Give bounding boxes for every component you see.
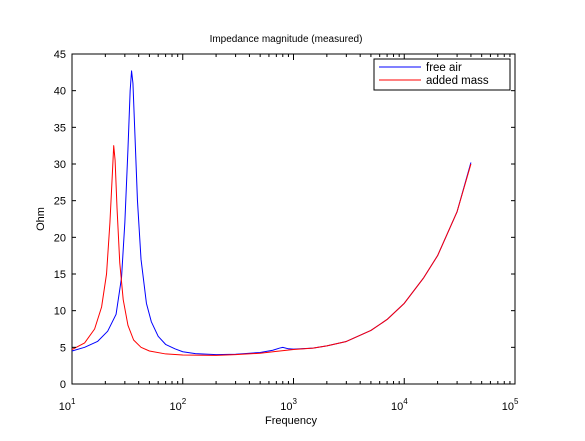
x-tick-label-base: 10 xyxy=(59,401,71,413)
y-tick-label: 0 xyxy=(60,379,66,391)
x-tick-label: 10 4 xyxy=(391,397,408,413)
x-tick-label-exponent: 3 xyxy=(293,397,298,406)
series-layer xyxy=(71,70,472,356)
x-tick-label-exponent: 4 xyxy=(403,397,408,406)
legend-label: free air xyxy=(426,62,462,74)
legend-box xyxy=(373,58,511,91)
y-axis-label: Ohm xyxy=(35,207,47,231)
x-tick-label: 10 3 xyxy=(280,397,297,413)
y-tick-label: 15 xyxy=(54,269,66,281)
y-tick-label: 20 xyxy=(54,232,66,244)
x-tick-label-base: 10 xyxy=(502,401,514,413)
x-tick-label-base: 10 xyxy=(391,401,403,413)
y-tick-label: 10 xyxy=(54,306,66,318)
x-tick-label-base: 10 xyxy=(280,401,292,413)
y-tick-label: 30 xyxy=(54,159,66,171)
x-tick-label-exponent: 5 xyxy=(514,397,519,406)
series-line-added-mass xyxy=(71,145,472,356)
x-axis-label: Frequency xyxy=(265,415,317,427)
x-axis: 10 1 10 2 10 3 10 4 10 5 xyxy=(59,54,519,413)
y-tick-label: 40 xyxy=(54,86,66,98)
y-tick-label: 35 xyxy=(54,122,66,134)
x-tick-label-exponent: 2 xyxy=(182,397,187,406)
y-axis: 0 5 10 15 20 25 30 35 40 45 xyxy=(54,49,515,391)
legend-label: added mass xyxy=(426,75,489,87)
x-tick-label-exponent: 1 xyxy=(71,397,76,406)
x-tick-label: 10 1 xyxy=(59,397,76,413)
x-tick-label: 10 5 xyxy=(502,397,519,413)
y-tick-label: 5 xyxy=(60,342,66,354)
chart-title: Impedance magnitude (measured) xyxy=(210,34,363,45)
x-tick-label-base: 10 xyxy=(170,401,182,413)
x-tick-label: 10 2 xyxy=(170,397,187,413)
y-tick-label: 25 xyxy=(54,196,66,208)
y-tick-label: 45 xyxy=(54,49,66,61)
